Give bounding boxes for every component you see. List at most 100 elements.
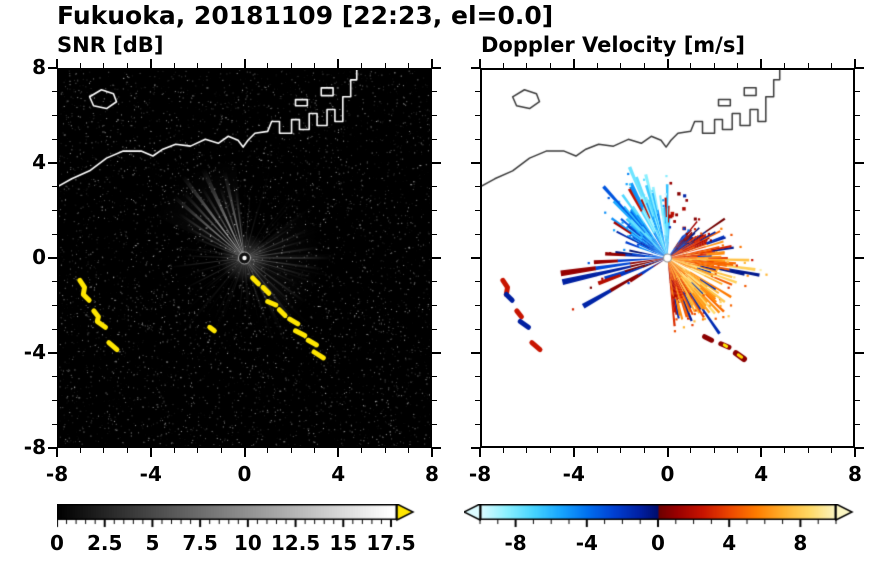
axis-tick-major xyxy=(855,257,864,259)
axis-tick-minor xyxy=(52,376,57,378)
axis-tick-minor xyxy=(197,63,199,68)
axis-tick-major xyxy=(431,59,433,68)
x-tick-label: 4 xyxy=(331,462,346,486)
axis-tick-minor xyxy=(831,63,833,68)
axis-tick-minor xyxy=(52,91,57,93)
axis-tick-major xyxy=(471,162,480,164)
axis-tick-minor xyxy=(643,448,645,453)
axis-tick-major xyxy=(471,447,480,449)
axis-tick-minor xyxy=(173,448,175,453)
axis-tick-major xyxy=(479,448,481,457)
axis-tick-minor xyxy=(807,448,809,453)
doppler-panel-title: Doppler Velocity [m/s] xyxy=(481,33,745,57)
snr-colorbar-tick-label: 5 xyxy=(145,531,160,555)
axis-tick-minor xyxy=(713,448,715,453)
axis-tick-minor xyxy=(855,400,860,401)
snr-colorbar-tick-label: 10 xyxy=(233,531,262,555)
axis-tick-minor xyxy=(52,138,57,140)
axis-tick-minor xyxy=(432,281,437,283)
axis-tick-minor xyxy=(432,115,437,116)
axis-tick-minor xyxy=(314,448,316,453)
snr-colorbar-tick-label: 0 xyxy=(50,531,64,555)
axis-tick-minor xyxy=(126,448,128,453)
axis-tick-minor xyxy=(432,328,437,330)
axis-tick-major xyxy=(760,448,763,457)
doppler-colorbar xyxy=(464,504,854,530)
axis-tick-minor xyxy=(79,448,81,453)
axis-tick-minor xyxy=(384,448,386,453)
axis-tick-major xyxy=(666,448,669,457)
axis-tick-minor xyxy=(855,328,860,330)
snr-plot-area xyxy=(57,68,432,448)
axis-tick-minor xyxy=(475,281,480,283)
axis-tick-minor xyxy=(267,448,269,453)
axis-tick-major xyxy=(56,59,58,68)
axis-tick-minor xyxy=(526,63,528,68)
axis-tick-minor xyxy=(52,186,57,188)
axis-tick-minor xyxy=(737,63,739,68)
snr-colorbar-tick-label: 7.5 xyxy=(182,531,218,555)
doppler-radar-canvas xyxy=(482,70,853,446)
axis-tick-minor xyxy=(432,91,437,93)
axis-tick-major xyxy=(56,448,58,457)
axis-tick-minor xyxy=(737,448,739,453)
axis-tick-major xyxy=(48,67,57,69)
axis-tick-major xyxy=(149,59,152,68)
y-tick-label: 4 xyxy=(32,150,46,174)
axis-tick-minor xyxy=(713,63,715,68)
figure-title: Fukuoka, 20181109 [22:23, el=0.0] xyxy=(57,1,554,30)
axis-tick-minor xyxy=(855,376,860,378)
axis-tick-minor xyxy=(103,63,105,68)
axis-tick-minor xyxy=(408,63,410,68)
axis-tick-minor xyxy=(52,305,57,306)
axis-tick-minor xyxy=(855,423,860,425)
axis-tick-minor xyxy=(432,138,437,140)
axis-tick-minor xyxy=(620,63,622,68)
axis-tick-minor xyxy=(807,63,809,68)
axis-tick-major xyxy=(855,352,864,354)
axis-tick-minor xyxy=(549,63,551,68)
axis-tick-minor xyxy=(855,233,860,235)
axis-tick-minor xyxy=(52,328,57,330)
axis-tick-minor xyxy=(855,210,860,211)
axis-tick-minor xyxy=(52,400,57,401)
axis-tick-minor xyxy=(475,233,480,235)
axis-tick-minor xyxy=(290,448,292,453)
axis-tick-minor xyxy=(526,448,528,453)
axis-tick-minor xyxy=(432,423,437,425)
axis-tick-minor xyxy=(408,448,410,453)
axis-tick-minor xyxy=(79,63,81,68)
axis-tick-minor xyxy=(475,138,480,140)
axis-tick-major xyxy=(471,67,480,69)
axis-tick-minor xyxy=(361,63,363,68)
axis-tick-minor xyxy=(432,186,437,188)
axis-tick-minor xyxy=(596,448,598,453)
axis-tick-minor xyxy=(52,233,57,235)
snr-panel-title: SNR [dB] xyxy=(57,33,164,57)
x-tick-label: -4 xyxy=(139,462,162,486)
axis-tick-major xyxy=(854,59,856,68)
x-tick-label: 8 xyxy=(425,462,439,486)
axis-tick-major xyxy=(855,67,864,69)
axis-tick-minor xyxy=(432,376,437,378)
axis-tick-minor xyxy=(52,115,57,116)
axis-tick-minor xyxy=(475,186,480,188)
axis-tick-minor xyxy=(475,328,480,330)
axis-tick-major xyxy=(432,67,441,69)
axis-tick-minor xyxy=(103,448,105,453)
axis-tick-major xyxy=(666,59,669,68)
x-tick-label: 0 xyxy=(237,462,252,486)
x-tick-label: 8 xyxy=(848,462,862,486)
axis-tick-minor xyxy=(432,210,437,211)
y-tick-label: -4 xyxy=(23,340,46,364)
doppler-colorbar-tick-label: -8 xyxy=(504,531,527,555)
axis-tick-minor xyxy=(361,448,363,453)
x-tick-label: 0 xyxy=(660,462,675,486)
axis-tick-minor xyxy=(690,448,692,453)
axis-tick-minor xyxy=(855,115,860,116)
axis-tick-major xyxy=(471,352,480,354)
y-tick-label: 8 xyxy=(32,55,46,79)
axis-tick-minor xyxy=(475,400,480,401)
axis-tick-major xyxy=(471,257,480,259)
